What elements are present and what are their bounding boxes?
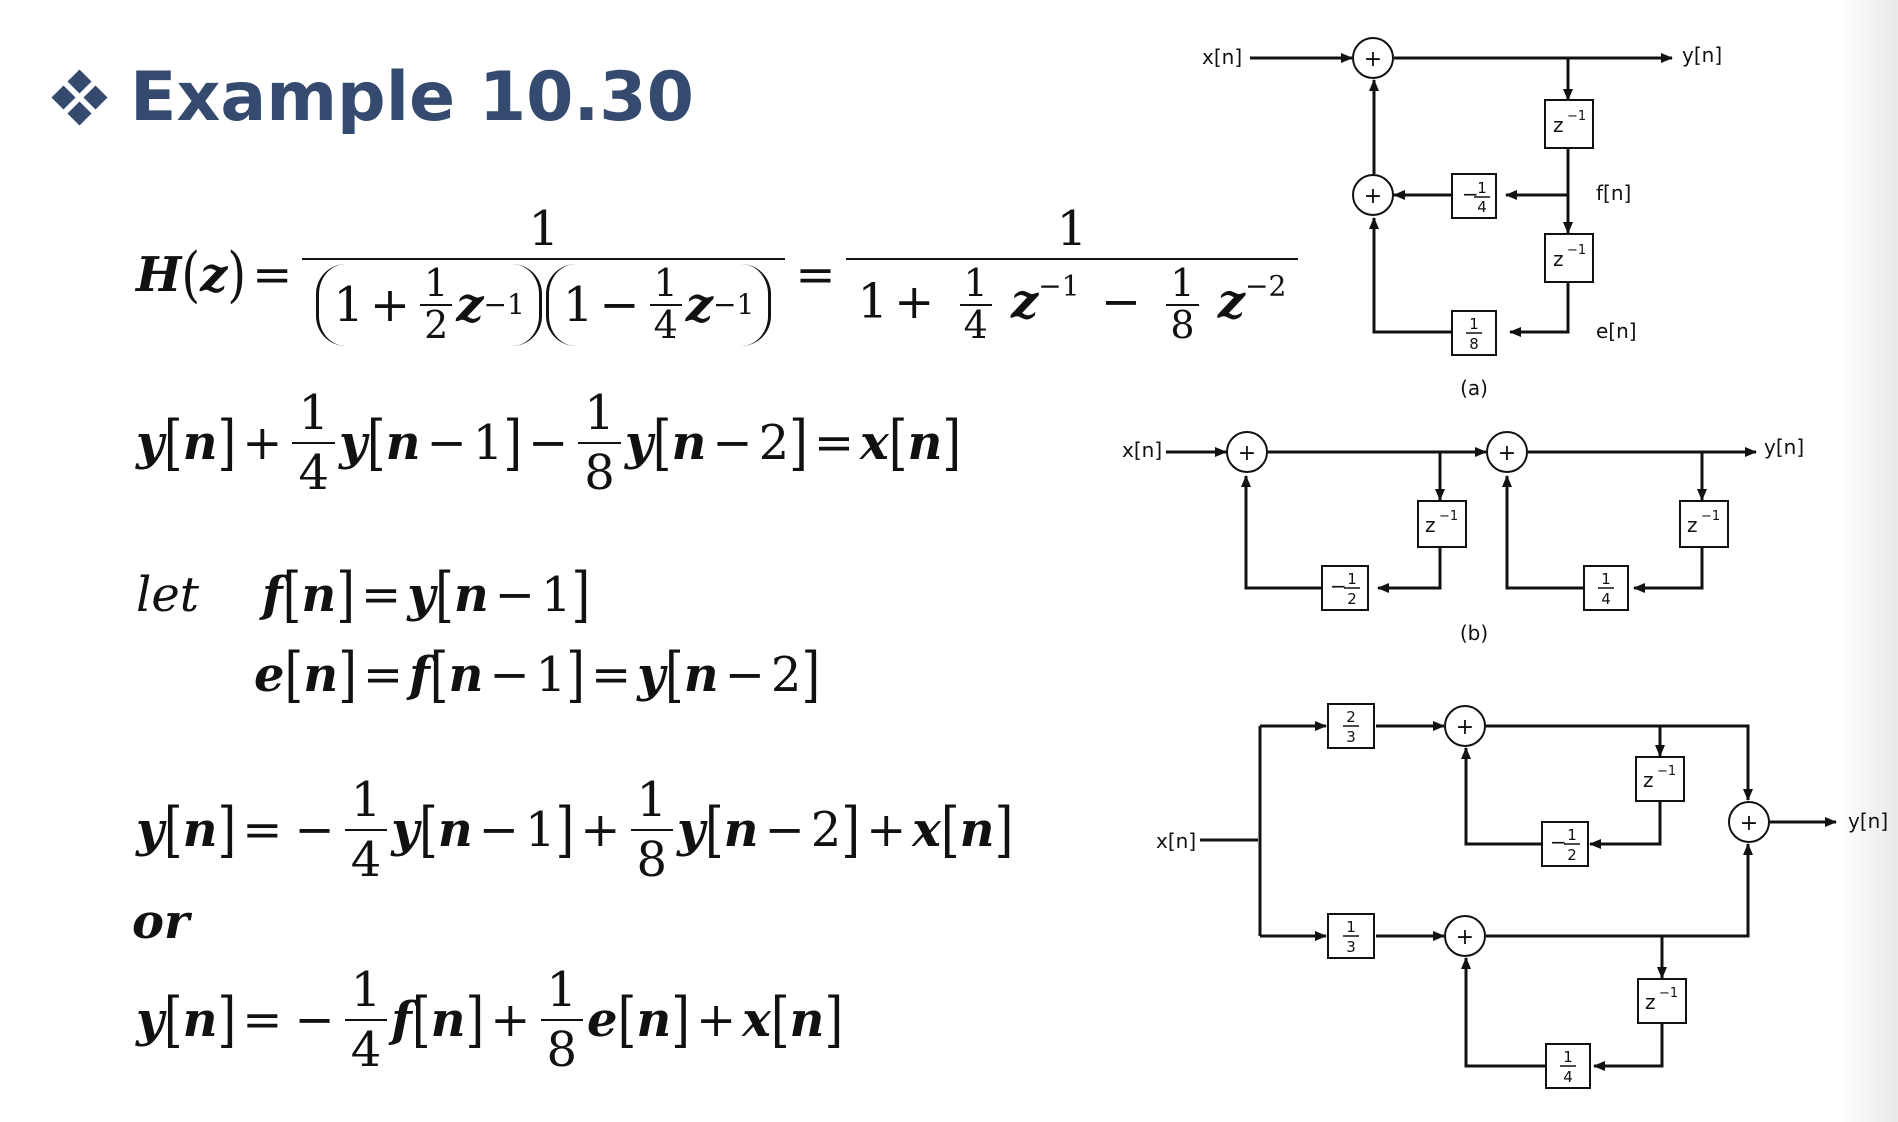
adder-c-bottom: [1444, 915, 1486, 957]
svg-text:−: −: [1462, 182, 1479, 206]
svg-text:−1: −1: [1567, 243, 1586, 258]
svg-text:3: 3: [1346, 938, 1356, 956]
delay-a-1: [1544, 99, 1594, 149]
svg-text:+: +: [1364, 47, 1382, 72]
svg-text:z: z: [1643, 768, 1654, 792]
svg-text:2: 2: [1567, 846, 1577, 864]
svg-text:8: 8: [1469, 335, 1479, 353]
definition-e: e[n] = f[n −1] = y[n −2]: [254, 640, 821, 710]
svg-text:−: −: [1330, 574, 1347, 598]
svg-text:−1: −1: [1567, 109, 1586, 124]
svg-text:1: 1: [1563, 1048, 1573, 1066]
adder-b-2: [1486, 431, 1528, 473]
label-x-in-c: x[n]: [1156, 829, 1196, 853]
adder-b-1: [1226, 431, 1268, 473]
svg-text:1: 1: [1477, 179, 1487, 197]
let-label: let: [136, 567, 200, 623]
svg-text:+: +: [1364, 184, 1382, 209]
svg-text:1: 1: [1469, 315, 1479, 333]
or-label: or: [132, 894, 190, 950]
svg-text:+: +: [1498, 441, 1516, 466]
label-x-in-b: x[n]: [1122, 438, 1162, 462]
svg-text:z: z: [1553, 113, 1564, 137]
title-text: Example 10.30: [130, 57, 694, 137]
adder-c-top: [1444, 705, 1486, 747]
label-y-out-c: y[n]: [1848, 809, 1888, 833]
label-y-out-a: y[n]: [1682, 43, 1722, 67]
coef-a-minus-quarter: [1451, 173, 1497, 219]
diagram-c: x[n] y[n] + + + 2 3 1 3 z −1 z −: [1156, 703, 1888, 1089]
adder-a-feedback: [1352, 174, 1394, 216]
caption-b: (b): [1460, 621, 1488, 645]
svg-text:z: z: [1645, 990, 1656, 1014]
svg-text:1: 1: [1601, 570, 1611, 588]
svg-text:4: 4: [1477, 198, 1487, 216]
svg-text:3: 3: [1346, 728, 1356, 746]
delay-c-top: [1635, 756, 1685, 802]
label-e-n: e[n]: [1596, 319, 1637, 343]
svg-text:−: −: [1550, 830, 1567, 854]
definition-f: f[n] = y[n −1]: [262, 560, 591, 630]
delay-a-2: [1544, 233, 1594, 283]
svg-text:−1: −1: [1657, 764, 1676, 779]
slide-title: Example 10.30: [51, 54, 694, 140]
svg-text:1: 1: [1567, 826, 1577, 844]
svg-text:+: +: [1456, 715, 1474, 740]
svg-text:4: 4: [1601, 590, 1611, 608]
svg-text:z: z: [1553, 247, 1564, 271]
label-y-out-b: y[n]: [1764, 435, 1804, 459]
svg-text:+: +: [1456, 925, 1474, 950]
svg-text:1: 1: [1347, 570, 1357, 588]
delay-b-1: [1417, 500, 1467, 548]
delay-b-2: [1679, 500, 1729, 548]
coef-c-third: [1327, 913, 1375, 959]
svg-text:+: +: [1238, 441, 1256, 466]
svg-text:z: z: [1425, 513, 1436, 537]
coef-c-two-thirds: [1327, 703, 1375, 749]
delay-c-bottom: [1637, 978, 1687, 1024]
svg-text:−1: −1: [1659, 986, 1678, 1001]
diagram-a: x[n] y[n] + + z −1 z −1 f[n] e[n] − 1 4 …: [1202, 37, 1722, 400]
diagram-b: x[n] y[n] + + z −1 z −1 − 1 2 1 4 (b): [1122, 431, 1804, 645]
caption-a: (a): [1460, 376, 1488, 400]
svg-text:−1: −1: [1439, 509, 1458, 524]
svg-text:z: z: [1687, 513, 1698, 537]
svg-text:2: 2: [1346, 708, 1356, 726]
svg-text:−1: −1: [1701, 509, 1720, 524]
svg-text:1: 1: [1346, 918, 1356, 936]
label-x-in-a: x[n]: [1202, 45, 1242, 69]
svg-text:2: 2: [1347, 590, 1357, 608]
page-edge-shadow: [1838, 0, 1898, 1122]
adder-a-top: [1352, 37, 1394, 79]
adder-c-output: [1728, 801, 1770, 843]
svg-text:4: 4: [1563, 1068, 1573, 1086]
svg-text:+: +: [1740, 811, 1758, 836]
label-f-n: f[n]: [1596, 181, 1631, 205]
